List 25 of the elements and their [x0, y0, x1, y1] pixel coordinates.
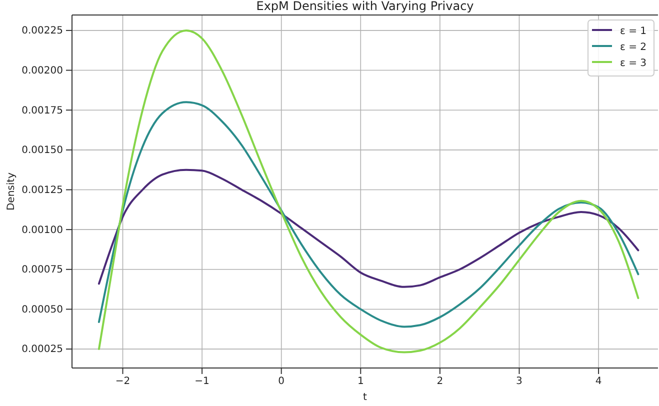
x-tick-label: 0: [278, 376, 285, 388]
legend-label: ε = 3: [620, 58, 647, 69]
chart-title: ExpM Densities with Varying Privacy: [256, 0, 474, 13]
line-series: [98, 168, 640, 288]
x-tick-label: 3: [516, 376, 522, 388]
x-axis-title: t: [363, 392, 368, 403]
line-series: [98, 29, 640, 354]
legend-label: ε = 1: [620, 26, 647, 37]
x-tick-label: −1: [194, 376, 210, 388]
y-tick-label: 0.00025: [22, 344, 63, 356]
y-tick-label: 0.00100: [22, 224, 63, 236]
y-tick-label: 0.00050: [22, 304, 63, 316]
x-tick-label: 1: [357, 376, 364, 388]
x-tick-label: 2: [436, 376, 444, 388]
y-tick-label: 0.00125: [22, 184, 63, 196]
y-tick-label: 0.00075: [22, 264, 63, 276]
y-tick-label: 0.00225: [22, 26, 63, 37]
y-tick-label: 0.00200: [22, 65, 63, 76]
line-series: [98, 101, 640, 328]
y-tick-label: 0.00150: [22, 145, 63, 156]
y-axis-title: Density: [6, 172, 17, 211]
legend-label: ε = 2: [620, 42, 647, 53]
x-tick-label: −2: [115, 376, 130, 388]
x-tick-label: 4: [595, 376, 602, 388]
y-tick-label: 0.00175: [22, 105, 63, 116]
